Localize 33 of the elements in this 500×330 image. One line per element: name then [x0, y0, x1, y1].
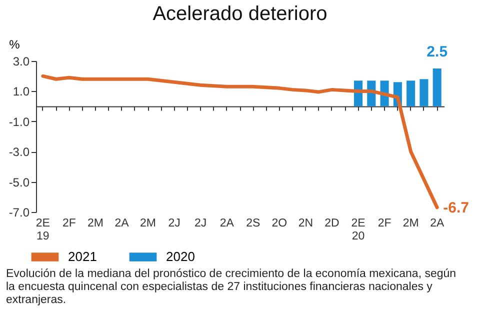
y-axis-title: % [9, 38, 20, 52]
x-tick-label: 2O [272, 218, 288, 230]
y-tick-label: -1.0 [8, 114, 30, 129]
legend-label: 2021 [68, 249, 97, 264]
chart-title: Acelerado deterioro [152, 3, 328, 25]
x-tick-label: 2M [140, 218, 156, 230]
x-tick-label: 2F [62, 218, 76, 230]
x-tick-label: 2E 19 [36, 218, 50, 242]
x-tick-label: 2A [220, 218, 234, 230]
x-tick-label: 2J [168, 218, 180, 230]
bar [432, 68, 442, 106]
x-tick-label: 2A [114, 218, 130, 230]
text: Evolución de la mediana del pronóstico de crecimiento de la economía mexicana, según la encuesta quincenal con especialistas de 27 instituciones financieras nacionales y extranjeras. [6, 268, 458, 307]
bar [420, 79, 428, 106]
y-tick-label: 1.0 [12, 84, 30, 99]
x-tick-label: 2A [430, 218, 444, 230]
x-tick-label: 2D [324, 218, 340, 230]
x-tick-label: 2S [246, 218, 260, 230]
data-label: 2.5 [426, 44, 448, 61]
y-tick-label: -3.0 [8, 145, 30, 160]
x-tick-label: 2E 20 [351, 218, 366, 242]
y-tick-label: 3.0 [12, 54, 30, 68]
x-tick-label: 2M [402, 218, 419, 230]
y-tick-label: -5.0 [8, 175, 30, 190]
data-label: -6.7 [443, 199, 469, 216]
x-tick-label: 2N [298, 218, 314, 230]
bar [406, 80, 416, 106]
line-series [41, 74, 439, 210]
x-tick-label: 2J [194, 218, 207, 230]
x-tick-label: 2F [378, 218, 392, 230]
legend-label: 2020 [166, 249, 195, 264]
y-tick-label: -7.0 [8, 206, 30, 220]
x-tick-label: 2M [87, 218, 104, 230]
